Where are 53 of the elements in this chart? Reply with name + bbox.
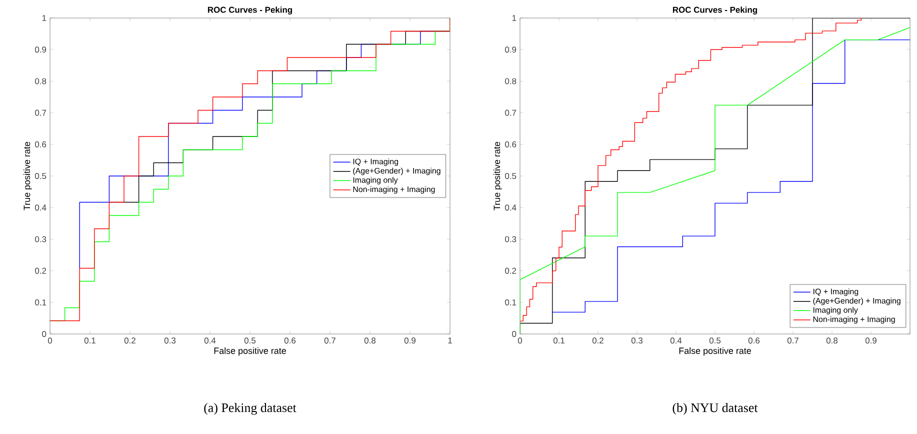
x-tick-label: 0.6 <box>748 338 760 344</box>
y-tick-label: 0.4 <box>505 204 516 211</box>
y-tick-label: 1 <box>42 15 46 21</box>
x-tick-label: 0.9 <box>865 338 876 344</box>
x-tick-label: 1 <box>448 338 452 344</box>
x-tick-label: 0.3 <box>631 338 643 344</box>
y-tick-label: 0.7 <box>505 110 516 116</box>
chart-title: ROC Curves - Peking <box>208 6 292 14</box>
x-tick-label: 0.6 <box>284 338 296 344</box>
y-tick-label: 0.6 <box>505 141 516 148</box>
y-tick-label: 0.3 <box>505 236 516 242</box>
y-tick-label: 0 <box>512 331 516 337</box>
line-series <box>50 18 450 322</box>
y-tick-label: 0.8 <box>35 78 46 84</box>
y-tick-label: 0.4 <box>35 204 46 211</box>
y-tick-label: 0.9 <box>35 46 46 53</box>
chart-title: ROC Curves - Peking <box>672 6 758 14</box>
x-tick-label: 0.2 <box>124 338 136 344</box>
y-tick-label: 0.9 <box>505 46 516 53</box>
x-tick-label: 0.4 <box>670 338 682 344</box>
y-tick-label: 0.7 <box>35 110 46 116</box>
x-tick-label: 0.8 <box>364 338 376 344</box>
x-tick-label: 0.5 <box>244 338 256 344</box>
x-tick-label: 0.3 <box>164 338 176 344</box>
x-tick-label: 0.7 <box>324 338 336 344</box>
x-tick-label: 0.5 <box>709 338 721 344</box>
x-tick-label: 0.9 <box>404 338 416 344</box>
y-axis-title: True positive rate <box>24 142 32 210</box>
y-tick-label: 0.6 <box>35 141 46 148</box>
y-tick-label: 1 <box>512 15 516 21</box>
y-axis-title: True positive rate <box>494 142 502 210</box>
y-tick-label: 0.2 <box>505 268 516 274</box>
y-tick-label: 0.5 <box>505 173 516 179</box>
y-tick-label: 0.8 <box>505 78 516 84</box>
text: (a) Peking dataset <box>204 403 296 415</box>
y-tick-label: 0 <box>42 331 46 337</box>
text: (b) NYU dataset <box>672 403 758 415</box>
x-tick-label: 0.4 <box>204 338 216 344</box>
y-tick-label: 0.5 <box>35 173 46 179</box>
x-tick-label: 0.1 <box>84 338 96 344</box>
x-tick-label: 0.1 <box>553 338 564 344</box>
y-tick-label: 0.3 <box>35 236 46 242</box>
x-tick-label: 0.2 <box>592 338 604 344</box>
x-tick-label: 0 <box>518 338 522 344</box>
x-axis-title: False positive rate <box>214 347 286 356</box>
y-tick-label: 0.2 <box>35 268 46 274</box>
x-tick-label: 0.7 <box>787 338 798 344</box>
x-tick-label: 0.8 <box>826 338 838 344</box>
y-tick-label: 0.1 <box>505 299 516 306</box>
y-tick-label: 0.1 <box>35 299 46 306</box>
x-axis-title: False positive rate <box>679 347 751 356</box>
x-tick-label: 0 <box>48 338 52 344</box>
line-series <box>552 39 910 313</box>
